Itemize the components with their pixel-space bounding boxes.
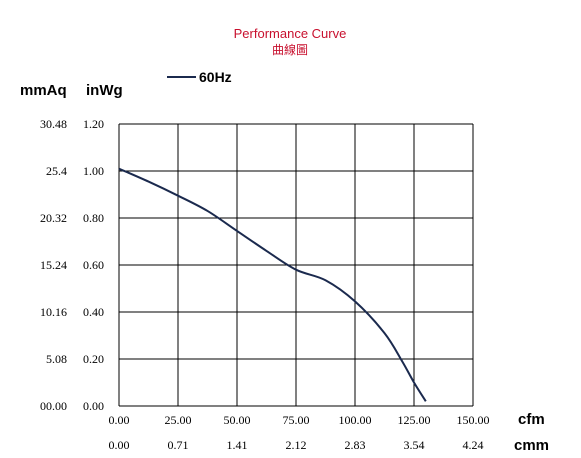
y-tick-label-mmaq: 5.08 <box>46 352 67 366</box>
x-tick-label-cfm: 25.00 <box>165 413 192 427</box>
y-tick-label-inwg: 1.00 <box>83 164 104 178</box>
y-tick-label-mmaq: 30.48 <box>40 117 67 131</box>
y-tick-label-inwg: 0.40 <box>83 305 104 319</box>
x-tick-label-cfm: 125.00 <box>398 413 431 427</box>
x-tick-label-cmm: 3.54 <box>404 438 425 452</box>
x-ticks-cfm: 0.00 25.00 50.00 75.00 100.00 125.00 150.00 <box>109 413 490 427</box>
y-unit-inwg: inWg <box>86 82 123 99</box>
y-tick-label-inwg: 0.80 <box>83 211 104 225</box>
x-tick-label-cfm: 50.00 <box>224 413 251 427</box>
x-tick-label-cfm: 100.00 <box>339 413 372 427</box>
y-unit-mmaq: mmAq <box>20 82 67 99</box>
series-line-60hz <box>118 167 427 402</box>
x-tick-label-cmm: 1.41 <box>227 438 248 452</box>
x-ticks-cmm: 0.00 0.71 1.41 2.12 2.83 3.54 4.24 <box>109 438 484 452</box>
legend-label-60hz: 60Hz <box>199 69 232 85</box>
x-tick-label-cmm: 2.83 <box>345 438 366 452</box>
y-ticks-mmaq: 00.00 5.08 10.16 15.24 20.32 25.4 30.48 <box>40 117 67 413</box>
x-tick-label-cfm: 150.00 <box>457 413 490 427</box>
y-tick-label-inwg: 0.00 <box>83 399 104 413</box>
x-tick-label-cmm: 0.00 <box>109 438 130 452</box>
y-tick-label-mmaq: 00.00 <box>40 399 67 413</box>
y-tick-label-mmaq: 15.24 <box>40 258 67 272</box>
y-tick-label-inwg: 1.20 <box>83 117 104 131</box>
x-tick-label-cmm: 4.24 <box>463 438 484 452</box>
x-tick-label-cfm: 0.00 <box>109 413 130 427</box>
x-tick-label-cmm: 0.71 <box>168 438 189 452</box>
y-tick-label-mmaq: 25.4 <box>46 164 67 178</box>
y-ticks-inwg: 0.00 0.20 0.40 0.60 0.80 1.00 1.20 <box>83 117 104 413</box>
series-group <box>118 167 427 402</box>
y-tick-label-inwg: 0.60 <box>83 258 104 272</box>
x-unit-cmm: cmm <box>514 437 549 454</box>
chart-subtitle: 曲線圖 <box>272 42 308 57</box>
y-tick-label-mmaq: 20.32 <box>40 211 67 225</box>
x-unit-cfm: cfm <box>518 411 545 428</box>
grid <box>118 123 474 407</box>
x-tick-label-cmm: 2.12 <box>286 438 307 452</box>
y-tick-label-inwg: 0.20 <box>83 352 104 366</box>
x-tick-label-cfm: 75.00 <box>283 413 310 427</box>
y-tick-label-mmaq: 10.16 <box>40 305 67 319</box>
legend: 60Hz <box>167 69 232 85</box>
chart-title: Performance Curve <box>234 26 347 41</box>
